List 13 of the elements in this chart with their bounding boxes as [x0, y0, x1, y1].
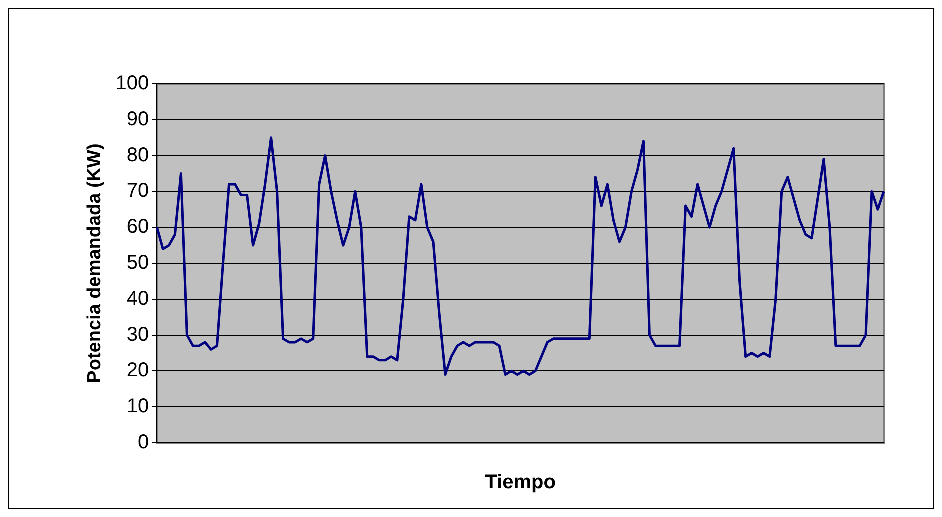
y-tick-label: 50	[126, 252, 150, 274]
x-axis-title: Tiempo	[485, 472, 556, 494]
y-tick-label: 40	[126, 288, 150, 310]
y-tick-label: 30	[126, 324, 150, 346]
y-tick-label: 60	[126, 216, 150, 238]
y-tick-label: 90	[126, 108, 150, 130]
y-axis-title: Potencia demandada (KW)	[84, 144, 106, 384]
y-tick-label: 0	[138, 432, 150, 454]
y-tick-label: 70	[126, 180, 150, 202]
y-tick-label: 80	[126, 144, 150, 166]
y-tick-label: 10	[126, 396, 150, 418]
y-tick-label: 100	[116, 72, 150, 95]
y-tick-label: 20	[126, 360, 150, 382]
